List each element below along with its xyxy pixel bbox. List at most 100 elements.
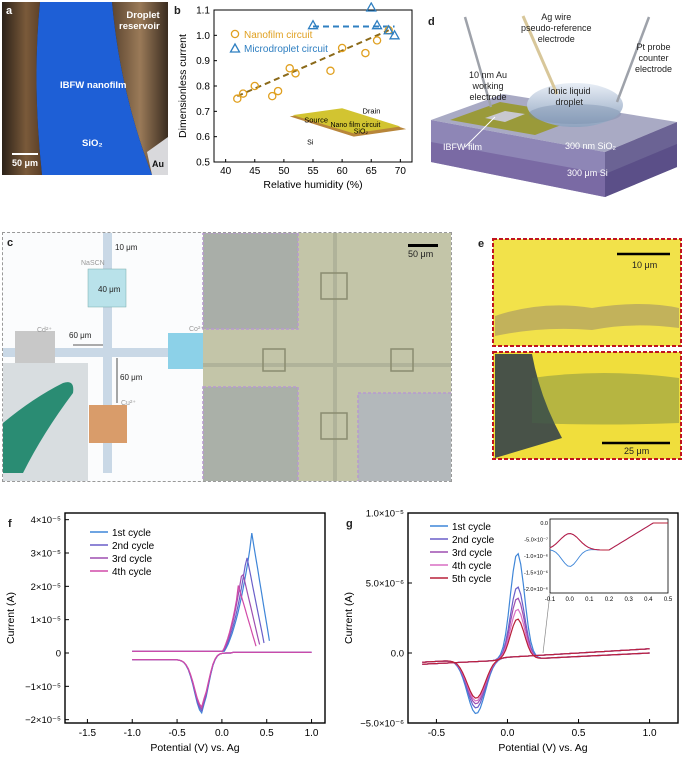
y-tick-label: −2×10⁻⁵ (25, 715, 61, 726)
pad-cd: Cd²⁺ (37, 327, 52, 334)
cv-reverse-5 (422, 648, 650, 699)
x-tick-label: 0.0 (501, 728, 515, 739)
legend-label: 3rd cycle (452, 548, 492, 559)
pad-co: Co²⁺ (189, 326, 204, 333)
y-tick-label: 0.5 (196, 158, 210, 169)
panel-e-label: e (478, 238, 485, 250)
x-tick-label: 65 (366, 166, 378, 177)
legend-marker (230, 29, 240, 39)
inset-y-tick-label: -1.0×10⁻⁶ (524, 553, 548, 560)
dim-60um-v: 60 μm (120, 373, 143, 382)
inset-x-tick-label: -0.1 (545, 597, 556, 603)
pad-cu: Cu²⁺ (121, 400, 136, 407)
panel-a-label: a (6, 5, 13, 17)
microdroplet-point (388, 29, 401, 40)
y-tick-label: 2×10⁻⁵ (31, 582, 61, 593)
droplet-label: Ionic liquid droplet (548, 86, 591, 107)
panel-g: g -0.5 0.0 0.5 1.0 1.0×10⁻⁵ 5.0×10⁻⁶ 0.0 −5.0×1… (338, 505, 685, 760)
scalebar-label: 50 μm (12, 158, 39, 168)
inset-drain: Drain (363, 106, 381, 115)
au-label: Au (152, 159, 164, 169)
cv-forward-2 (422, 586, 650, 665)
x-tick-label: 0.0 (215, 728, 229, 739)
y-tick-label: 0.8 (196, 82, 210, 93)
dim-10um: 10 μm (115, 243, 138, 252)
inset-pointer (542, 592, 551, 654)
y-tick-label: 0.6 (196, 132, 210, 143)
nanofilm-point (273, 86, 283, 96)
plot-frame (64, 512, 326, 724)
x-tick-label: 60 (337, 166, 349, 177)
panel-e: e 10 μm 25 μm (478, 238, 682, 460)
scale-bottom: 25 μm (624, 446, 650, 456)
au-electrode-label: 10 nm Au working electrode (469, 70, 508, 102)
panel-f: f -1.5 -1.0 -0.5 0.0 0.5 1.0 4×10⁻⁵ 3×10⁻⁵ 2×10⁻… (0, 505, 335, 760)
x-tick-label: 40 (220, 166, 232, 177)
cv-forward-4 (132, 585, 257, 652)
y-axis-label: Dimensionless current (177, 34, 189, 138)
inset-curve-5 (549, 522, 668, 551)
panel-b-label: b (174, 5, 181, 17)
microdroplet-point (383, 24, 395, 35)
cv-chart-f: -1.5 -1.0 -0.5 0.0 0.5 1.0 4×10⁻⁵ 3×10⁻⁵ 2×10⁻⁵ 1… (5, 512, 326, 754)
nanofilm-point (361, 48, 370, 58)
x-axis-label: Relative humidity (%) (263, 179, 362, 191)
inset-sio2: SiO₂ (354, 129, 369, 136)
inset-gold (292, 108, 401, 134)
legend-label: 5th cycle (452, 574, 492, 585)
inset-y-tick-label: -1.5×10⁻⁶ (524, 570, 548, 577)
nanofilm-point (233, 94, 242, 103)
legend-label: 2nd cycle (452, 535, 495, 546)
sio2-layer-label: 300 nm SiO₂ (565, 141, 617, 151)
legend-label: 1st cycle (112, 528, 151, 539)
legend-label: 4th cycle (112, 567, 152, 578)
x-tick-label: 55 (307, 166, 319, 177)
y-axis-label: Current (A) (343, 592, 355, 644)
nanofilm-point (372, 36, 382, 45)
panel-a: a Droplet reservoir IBFW nanofilm SiO₂ A… (2, 2, 168, 175)
ibfw-film-label: IBFW film (443, 142, 482, 152)
x-tick-label: 0.5 (572, 728, 586, 739)
legend-label: Nanofilm circuit (244, 30, 313, 41)
legend-label: 2nd cycle (112, 541, 155, 552)
x-axis-label: Potential (V) vs. Ag (150, 742, 239, 754)
x-tick-label: -0.5 (428, 728, 446, 739)
inset-source: Source (304, 116, 328, 125)
panel-c: c 10 μm 40 μm 60 μm 60 μm NaSCN Cd²⁺ Co²… (2, 232, 452, 482)
panel-a-micrograph (2, 2, 168, 175)
x-tick-label: 1.0 (643, 728, 657, 739)
legend-label: 3rd cycle (112, 554, 152, 565)
x-tick-label: -1.0 (124, 728, 142, 739)
y-axis-label: Current (A) (5, 592, 17, 644)
y-tick-label: −5.0×10⁻⁶ (360, 719, 404, 730)
inset-y-tick-label: 0.0 (540, 521, 548, 527)
nanofilm-point (337, 43, 347, 53)
legend-label: 4th cycle (452, 561, 492, 572)
nanofilm-point (291, 69, 300, 78)
cv-forward-5 (422, 618, 650, 665)
ag-wire-label: Ag wire pseudo-reference electrode (521, 12, 592, 44)
y-tick-label: 5.0×10⁻⁶ (366, 579, 404, 590)
pad-nascn: NaSCN (81, 260, 105, 267)
legend-marker (229, 42, 241, 53)
pt-probe-label: Pt probe counter electrode (635, 42, 673, 74)
device-schematic (431, 15, 677, 197)
plot-frame (407, 512, 679, 724)
droplet-reservoir-label: Droplet reservoir (119, 10, 160, 32)
panel-g-label: g (346, 518, 353, 530)
inset-x-tick-label: 0.5 (664, 597, 673, 603)
inset-x-tick-label: 0.2 (605, 597, 614, 603)
y-tick-label: 4×10⁻⁵ (31, 515, 61, 526)
cv-reverse-1 (422, 648, 650, 715)
nanofilm-point (238, 89, 248, 98)
x-axis-label: Potential (V) vs. Ag (498, 742, 587, 754)
x-tick-label: -0.5 (168, 728, 186, 739)
panel-e-images (492, 238, 682, 460)
fit-line-0 (236, 29, 390, 98)
inset-si: Si (307, 139, 314, 146)
si-layer-label: 300 μm Si (567, 168, 608, 178)
nanofilm-point (250, 81, 260, 91)
x-tick-label: 70 (395, 166, 407, 177)
cv-reverse-3 (132, 651, 312, 711)
x-tick-label: 0.5 (260, 728, 274, 739)
